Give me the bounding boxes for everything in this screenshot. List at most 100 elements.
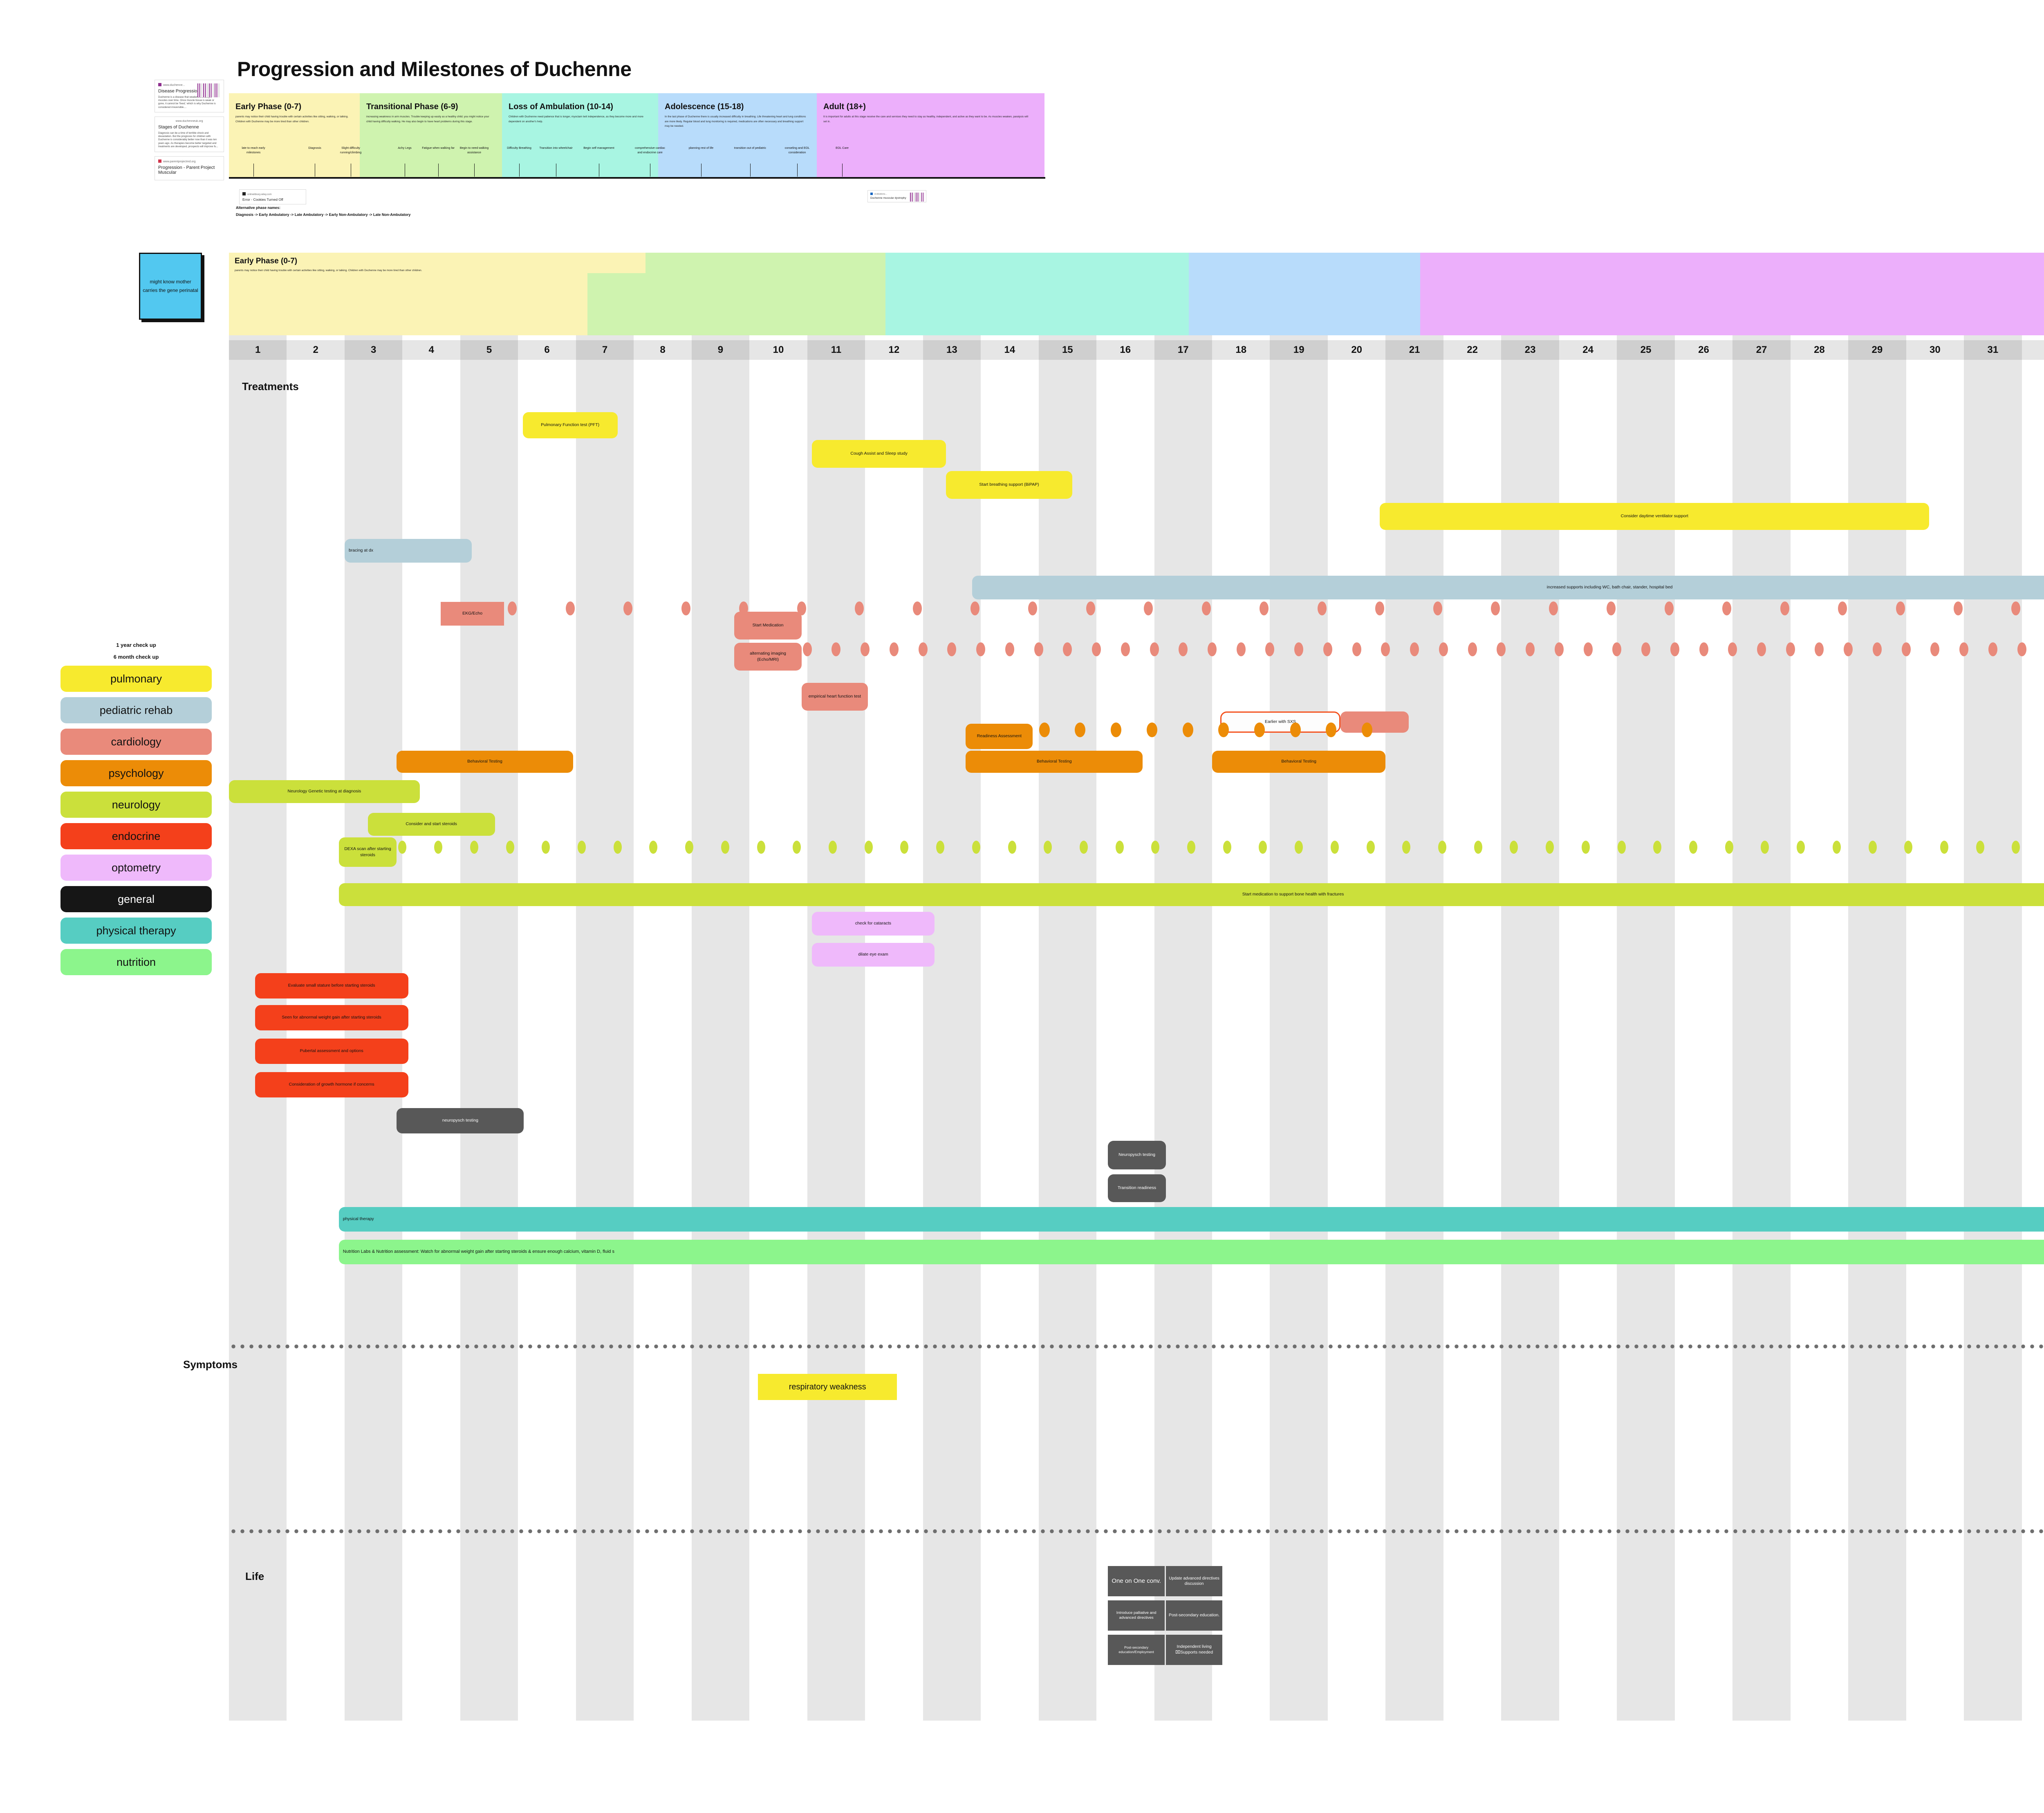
endocrine-bar[interactable]: Evaluate small stature before starting s… [255,973,408,998]
year-cell[interactable]: 25 [1617,340,1675,360]
year-axis[interactable]: 1 2 3 4 5 6 7 8 9 10 11 12 13 14 15 16 17 18 19 20 21 22 23 24 2… [229,340,2044,360]
legend-item-neurology[interactable]: neurology [61,792,212,818]
phase-overview-segment: Adult (18+) It is important for adults at… [817,93,1044,177]
endocrine-bar[interactable]: Seen for abnormal weight gain after star… [255,1005,408,1030]
symptom-bar[interactable]: respiratory weakness [758,1374,897,1400]
year-cell[interactable]: 30 [1906,340,1964,360]
cardiology-bar[interactable]: alternating imaging (Echo/MRI) [734,643,802,671]
pulmonary-bar[interactable]: Pulmonary Function test (PFT) [522,412,618,438]
legend-item-optometry[interactable]: optometry [61,855,212,881]
cardiology-semiannual-dots [1005,642,1014,656]
reference-card[interactable]: www.duchenne... Disease Progression Duch… [155,80,224,113]
year-cell[interactable]: 23 [1501,340,1559,360]
life-milestone-box[interactable]: Update advanced directives discussion [1165,1566,1223,1596]
reference-card[interactable]: www.duchenneuk.org Stages of Duchenne Di… [155,117,224,152]
year-cell[interactable]: 24 [1559,340,1617,360]
pulmonary-bar[interactable]: Consider daytime ventilator support [1380,503,1930,530]
legend-item-pulmonary[interactable]: pulmonary [61,666,212,692]
year-cell[interactable]: 16 [1096,340,1154,360]
year-cell[interactable]: 29 [1848,340,1906,360]
year-cell[interactable]: 8 [634,340,692,360]
year-cell[interactable]: 20 [1327,340,1386,360]
phase-color-bands: Early Phase (0-7) parents may notice thei… [229,253,2044,335]
pulmonary-bar[interactable]: Start breathing support (BiPAP) [946,471,1072,499]
life-milestone-box[interactable]: Introduce palliative and advanced direct… [1108,1600,1165,1631]
pediatric-rehab-bar[interactable]: increased supports including WC, bath ch… [972,576,2044,599]
year-cell[interactable]: 27 [1732,340,1791,360]
legend-item-general[interactable]: general [61,886,212,912]
legend-item-nutrition[interactable]: nutrition [61,949,212,975]
year-cell[interactable]: 6 [518,340,576,360]
neurology-bar[interactable]: DEXA scan after starting steroids [338,837,397,867]
cardiology-semiannual-dots [1208,642,1217,656]
psychology-bar[interactable]: Readiness Assessment [966,724,1033,749]
cardiology-semiannual-dots [1815,642,1824,656]
year-cell[interactable]: 1 [229,340,287,360]
year-cell[interactable]: 12 [865,340,923,360]
grid-column [1848,253,1906,1721]
year-cell[interactable]: 4 [402,340,460,360]
year-cell[interactable]: 22 [1443,340,1502,360]
year-cell[interactable]: 31 [1964,340,2022,360]
year-cell[interactable]: 21 [1385,340,1443,360]
legend-item-physical-therapy[interactable]: physical therapy [61,918,212,944]
pediatric-rehab-bar[interactable]: bracing at dx [344,539,472,563]
life-milestone-box[interactable]: Post-secondary education. [1165,1600,1223,1631]
neurology-dexa-dots [398,841,407,854]
optometry-bar[interactable]: check for cataracts [812,912,935,936]
neurology-dexa-dots [793,841,801,854]
neurology-dexa-dots [1976,841,1984,854]
legend-item-endocrine[interactable]: endocrine [61,823,212,849]
legend-item-pediatric-rehab[interactable]: pediatric rehab [61,697,212,723]
pulmonary-bar[interactable]: Cough Assist and Sleep study [812,440,946,468]
psychology-bar[interactable]: Behavioral Testing [397,751,573,773]
year-cell[interactable]: 11 [807,340,865,360]
nutrition-bar[interactable]: Nutrition Labs & Nutrition assessment: W… [338,1240,2044,1264]
neurology-bar[interactable]: Neurology Genetic testing at diagnosis [229,780,420,803]
year-cell[interactable]: 10 [749,340,807,360]
life-milestone-box[interactable]: Independent living ⌧Supports needed [1165,1635,1223,1665]
cardiology-semiannual-dots [1092,642,1101,656]
year-cell[interactable]: 3 [344,340,403,360]
legend-item-cardiology[interactable]: cardiology [61,729,212,755]
life-milestone-box[interactable]: Post-secondary education/Employment [1108,1635,1165,1665]
year-cell[interactable]: 19 [1270,340,1328,360]
psychology-bar[interactable]: Behavioral Testing [966,751,1143,773]
year-cell[interactable]: 32 [2022,340,2044,360]
physical-therapy-bar[interactable]: physical therapy [338,1207,2044,1232]
endocrine-bar[interactable]: Consideration of growth hormone if conce… [255,1072,408,1097]
endocrine-bar[interactable]: Pubertal assessment and options [255,1039,408,1064]
cardiology-bar[interactable]: Earlier with SXS [1220,711,1341,733]
reference-card-mini[interactable]: d.dslutions... Duchenne muscular dystrop… [867,190,926,203]
reference-body: Duchenne is a disease that weakens the b… [158,95,216,109]
general-bar[interactable]: neuropysch testing [397,1108,524,1133]
neurology-dexa-dots [1832,841,1841,854]
optometry-bar[interactable]: dilate eye exam [812,943,935,967]
year-cell[interactable]: 5 [460,340,518,360]
year-cell[interactable]: 28 [1790,340,1849,360]
year-cell[interactable]: 7 [576,340,634,360]
cardiology-semiannual-dots [1121,642,1130,656]
year-cell[interactable]: 26 [1674,340,1733,360]
general-bar[interactable]: Transition readiness [1108,1174,1166,1202]
life-milestone-box[interactable]: One on One conv. [1108,1566,1165,1596]
year-cell[interactable]: 18 [1212,340,1270,360]
year-cell[interactable]: 14 [981,340,1039,360]
neurology-bar[interactable]: Start medication to support bone health … [338,883,2044,906]
cardiology-bar[interactable]: empirical heart function test [801,683,868,711]
year-cell[interactable]: 13 [923,340,981,360]
year-cell[interactable]: 17 [1154,340,1212,360]
reference-card[interactable]: www.parentprojectmd.org Progression - Pa… [155,156,224,180]
general-bar[interactable]: Neuropysch testing [1108,1141,1166,1169]
year-cell[interactable]: 2 [287,340,345,360]
year-cell[interactable]: 9 [691,340,750,360]
cardiology-bar[interactable]: EKG/Echo [440,602,504,626]
psychology-bar[interactable]: Behavioral Testing [1212,751,1386,773]
phase-milestone-label: Begin to need walking assistance [459,146,489,155]
year-cell[interactable]: 15 [1038,340,1097,360]
neurology-bar[interactable]: Consider and start steroids [368,813,495,836]
cardiology-bar[interactable] [1340,711,1409,733]
legend-item-psychology[interactable]: psychology [61,760,212,786]
reference-card-wide[interactable]: onlinelibrary.wiley.com Error - Cookies … [239,189,306,205]
cardiology-bar[interactable]: Start Medication [734,612,802,639]
